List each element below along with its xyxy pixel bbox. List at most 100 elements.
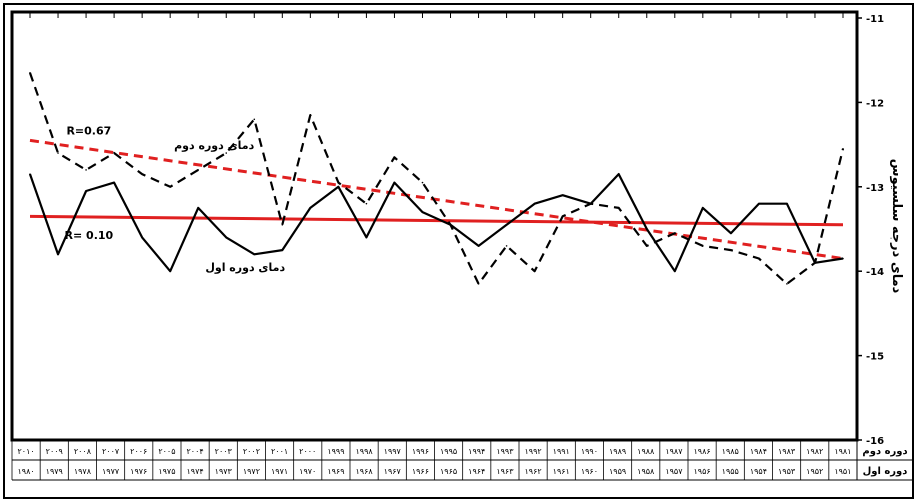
table-cell: ۱۹۵۲ [806, 467, 823, 476]
data-point [730, 232, 732, 235]
table-cell: ۱۹۵۸ [637, 467, 655, 476]
data-point [421, 181, 424, 184]
table-cell: ۲۰۰۱ [271, 447, 288, 456]
table-cell: ۱۹۷۳ [215, 467, 233, 476]
data-point [309, 207, 312, 209]
table-cell: ۱۹۹۲ [524, 447, 541, 456]
data-point [533, 202, 536, 205]
trendline-2 [29, 138, 844, 261]
data-point [141, 173, 143, 175]
table-cell: ۲۰۰۶ [130, 447, 147, 456]
data-point [197, 207, 200, 209]
data-point [57, 152, 59, 154]
table-cell: ۲۰۰۸ [74, 447, 92, 456]
data-point [309, 114, 312, 116]
table-cell: ۱۹۸۱ [834, 447, 851, 456]
y-tick-label: -13 [866, 183, 884, 194]
data-point [29, 72, 31, 74]
series-lines [28, 72, 845, 285]
data-point [617, 173, 620, 175]
data-point [645, 245, 648, 247]
data-point [702, 245, 704, 247]
table-cell: ۱۹۹۷ [384, 447, 402, 456]
series-line-2 [28, 72, 845, 285]
data-point [57, 253, 59, 256]
table-cell: ۱۹۵۳ [778, 467, 796, 476]
trendline-1 [29, 214, 844, 227]
table-cell: ۱۹۹۸ [355, 447, 373, 456]
data-point [365, 202, 368, 205]
data-point [29, 173, 31, 175]
y-axis: -11 -12 -13 -14 -15 -16 [857, 14, 884, 447]
table-cell: ۱۹۶۲ [524, 467, 541, 476]
table-cell: ۱۹۷۷ [102, 467, 120, 476]
table-row-label: دوره دوم [862, 446, 907, 457]
data-point [169, 270, 171, 273]
data-point [617, 207, 620, 209]
data-point [702, 207, 704, 209]
data-point [225, 236, 228, 239]
data-point [561, 215, 564, 218]
table-cell: ۱۹۶۰ [581, 467, 598, 476]
table-cell: ۱۹۶۹ [327, 467, 344, 476]
table-cell: ۲۰۰۴ [186, 447, 203, 456]
data-point [337, 186, 340, 188]
table-cell: ۱۹۵۷ [665, 467, 683, 476]
table-cell: ۱۹۷۲ [243, 467, 260, 476]
table-cell: ۱۹۶۸ [355, 467, 373, 476]
data-point [281, 249, 284, 251]
data-point [673, 232, 676, 235]
data-point [533, 270, 536, 273]
data-point [758, 202, 760, 205]
data-point [421, 211, 424, 213]
annotation-label: دمای دوره اول [205, 261, 285, 274]
table-cell: ۱۹۷۵ [158, 467, 175, 476]
annotations: دمای دوره دوم دمای دوره اول R=0.67 R= 0.10 [65, 124, 286, 274]
table-cell: ۱۹۶۳ [496, 467, 514, 476]
table-cell: ۱۹۵۱ [834, 467, 851, 476]
table-cell: ۱۹۷۶ [130, 467, 147, 476]
data-point [814, 261, 816, 264]
data-point [842, 257, 844, 260]
year-table: ۲۰۱۰ ۲۰۰۹ ۲۰۰۸ ۲۰۰۷ ۲۰۰۶ ۲۰۰۵ ۲۰۰۴ ۲۰۰۳ ۲۰۰۲ ۲۰۰۱… [11, 440, 913, 481]
table-cell: ۱۹۸۳ [778, 447, 796, 456]
table-cell: ۱۹۵۶ [693, 467, 710, 476]
data-point [730, 249, 732, 251]
table-cell: ۱۹۸۸ [637, 447, 655, 456]
data-point [113, 152, 115, 154]
data-point [281, 223, 284, 226]
table-cell: ۲۰۰۵ [158, 447, 175, 456]
table-cell: ۱۹۹۴ [468, 447, 485, 456]
table-row-label: دوره اول [863, 466, 908, 477]
data-point [393, 181, 396, 184]
table-cell: ۱۹۸۰ [17, 467, 34, 476]
y-axis-label: دمای درجه سلسیوس [889, 159, 904, 294]
data-point [786, 202, 788, 205]
y-tick-label: -12 [866, 98, 884, 109]
table-cell: ۲۰۰۰ [299, 447, 316, 456]
table-cell: ۱۹۵۵ [722, 467, 739, 476]
data-point [842, 148, 844, 150]
series-line-1 [28, 173, 844, 273]
table-cell: ۱۹۶۶ [412, 467, 429, 476]
x-axis-ticks [29, 12, 844, 18]
data-point [393, 156, 396, 159]
data-point [365, 236, 368, 239]
table-cell: ۱۹۷۴ [186, 467, 203, 476]
data-point [505, 223, 508, 226]
table-cell: ۱۹۷۰ [299, 467, 316, 476]
data-point [197, 169, 200, 171]
table-cell: ۱۹۸۲ [806, 447, 823, 456]
table-cell: ۲۰۰۳ [215, 447, 233, 456]
table-cell: ۱۹۶۴ [468, 467, 485, 476]
y-tick-label: -16 [866, 436, 884, 447]
table-cell: ۱۹۶۱ [553, 467, 570, 476]
figure-border [3, 3, 914, 499]
table-cell: ۱۹۸۹ [609, 447, 626, 456]
data-point [141, 236, 143, 239]
table-cell: ۲۰۰۲ [243, 447, 260, 456]
table-cell: ۱۹۹۶ [412, 447, 429, 456]
annotation-label: دمای دوره دوم [174, 139, 255, 152]
data-point [169, 186, 171, 188]
